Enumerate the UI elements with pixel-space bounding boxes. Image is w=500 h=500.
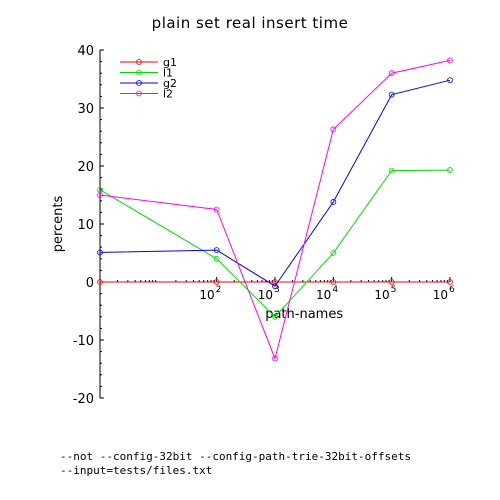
y-tick-label: 30	[77, 102, 94, 117]
data-point-g2	[97, 249, 103, 256]
x-tick-label: 10	[316, 288, 331, 302]
data-point-g1	[213, 279, 220, 285]
data-point-g2	[213, 247, 220, 254]
legend-label-g2: g2	[163, 77, 177, 90]
x-tick-label: 10	[258, 288, 273, 302]
x-tick-label: 10	[433, 288, 448, 302]
y-tick-label: -20	[73, 392, 94, 407]
legend-label-l2: l2	[163, 88, 173, 101]
data-point-l1	[330, 250, 337, 256]
legend-label-g1: g1	[163, 56, 177, 69]
y-axis-label: percents	[51, 195, 66, 252]
chart-title: plain set real insert time	[151, 14, 349, 32]
x-tick-exponent: 5	[391, 285, 397, 295]
data-point-l2	[330, 126, 337, 133]
series-line-l1	[99, 169, 451, 318]
data-point-l2	[97, 192, 103, 198]
x-axis-label: path-names	[265, 307, 343, 322]
legend-label-l1: l1	[163, 67, 173, 80]
x-tick-label: 10	[199, 288, 214, 302]
x-tick-exponent: 2	[216, 285, 222, 295]
data-point-g1	[447, 279, 453, 285]
x-tick-exponent: 3	[274, 285, 280, 295]
legend-marker-g2	[136, 80, 142, 86]
data-point-l1	[388, 167, 395, 174]
series-line-g2	[99, 79, 451, 287]
x-tick-label: 10	[374, 288, 389, 302]
series-line-l2	[99, 59, 451, 361]
data-point-l2	[447, 57, 453, 64]
data-point-g2	[447, 77, 453, 84]
legend-marker-l1	[136, 69, 142, 76]
data-point-g2	[388, 91, 395, 98]
data-point-l2	[388, 70, 395, 77]
legend-marker-g1	[136, 59, 142, 65]
data-point-g2	[330, 199, 337, 205]
y-tick-label: 10	[77, 218, 94, 233]
data-point-g1	[330, 279, 337, 285]
data-point-l1	[213, 255, 220, 262]
data-point-g1	[388, 279, 395, 285]
data-point-g1	[97, 279, 103, 285]
y-tick-label: 40	[77, 44, 94, 59]
legend-marker-l2	[136, 90, 142, 97]
data-point-l2	[213, 206, 220, 213]
x-tick-exponent: 6	[449, 285, 455, 295]
x-tick-exponent: 4	[332, 285, 338, 295]
y-tick-label: 20	[77, 160, 94, 175]
footer-line-2: --input=tests/files.txt	[60, 464, 213, 477]
data-point-l1	[272, 313, 278, 320]
data-point-l2	[272, 355, 278, 362]
data-point-g2	[272, 283, 278, 289]
data-point-l1	[447, 167, 453, 173]
y-tick-label: -10	[73, 334, 94, 349]
footer-line-1: --not --config-32bit --config-path-trie-…	[60, 450, 411, 463]
y-tick-label: 0	[86, 276, 94, 291]
